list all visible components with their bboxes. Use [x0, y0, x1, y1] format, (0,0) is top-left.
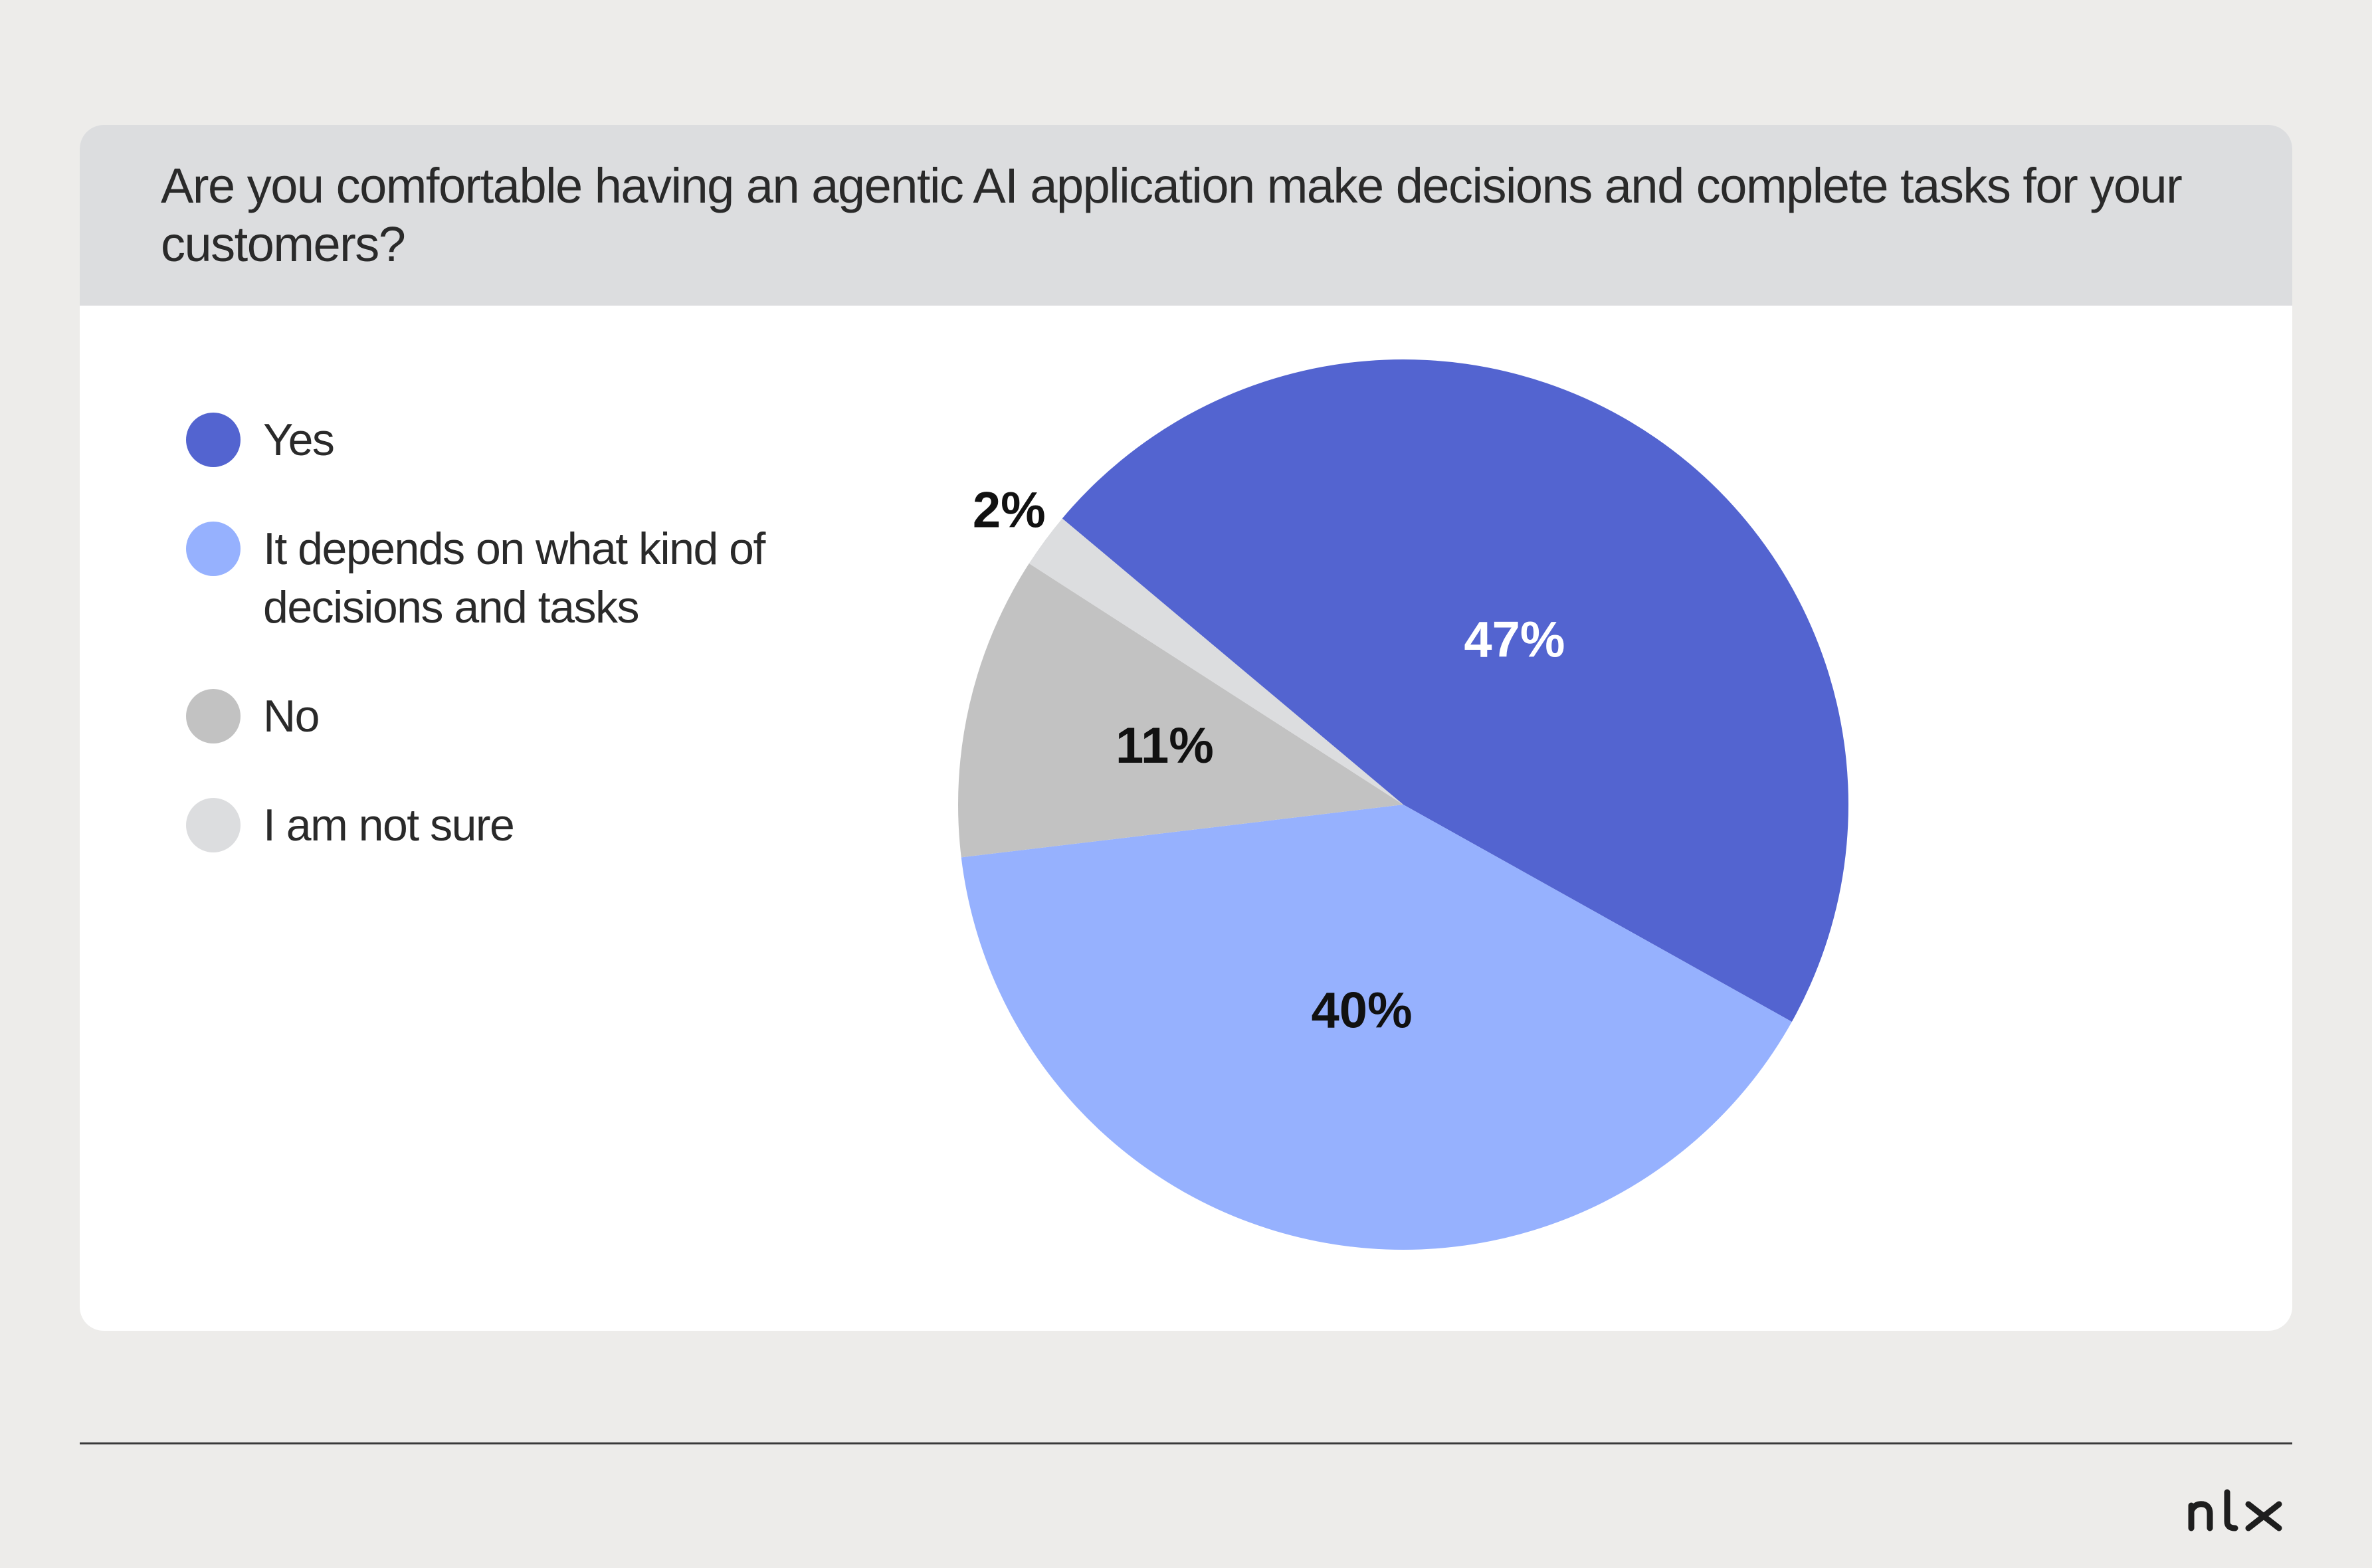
legend-label: I am not sure: [263, 800, 515, 850]
legend-label: It depends on what kind of decisions and…: [263, 524, 765, 633]
legend-item-not-sure: I am not sure: [186, 796, 884, 854]
pie-slice-yes: [1062, 359, 1849, 1022]
pie-chart: 47% 40% 11% 2%: [958, 359, 1849, 1250]
legend-label: Yes: [263, 415, 335, 465]
legend-swatch-depends: [186, 522, 241, 576]
legend-item-yes: Yes: [186, 411, 884, 469]
pie-label-yes: 47%: [1464, 611, 1565, 668]
survey-card: Are you comfortable having an agentic AI…: [80, 125, 2292, 1331]
pie-label-not-sure: 2%: [973, 482, 1046, 539]
legend-item-depends: It depends on what kind of decisions and…: [186, 520, 884, 637]
nlx-logo: [2188, 1489, 2282, 1531]
survey-question: Are you comfortable having an agentic AI…: [161, 158, 2183, 272]
pie-label-no: 11%: [1116, 718, 1214, 774]
card-header: Are you comfortable having an agentic AI…: [80, 125, 2292, 306]
pie-label-depends: 40%: [1311, 983, 1412, 1039]
chart-legend: Yes It depends on what kind of decisions…: [186, 411, 884, 854]
footer-divider: [80, 1442, 2292, 1444]
pie-slice-no: [958, 563, 1403, 858]
legend-label: No: [263, 691, 320, 741]
pie-slice-depends: [961, 805, 1792, 1250]
legend-swatch-yes: [186, 413, 241, 467]
legend-item-no: No: [186, 687, 884, 745]
legend-swatch-no: [186, 689, 241, 743]
pie-slice-not-sure: [1029, 518, 1403, 805]
legend-swatch-not-sure: [186, 798, 241, 852]
